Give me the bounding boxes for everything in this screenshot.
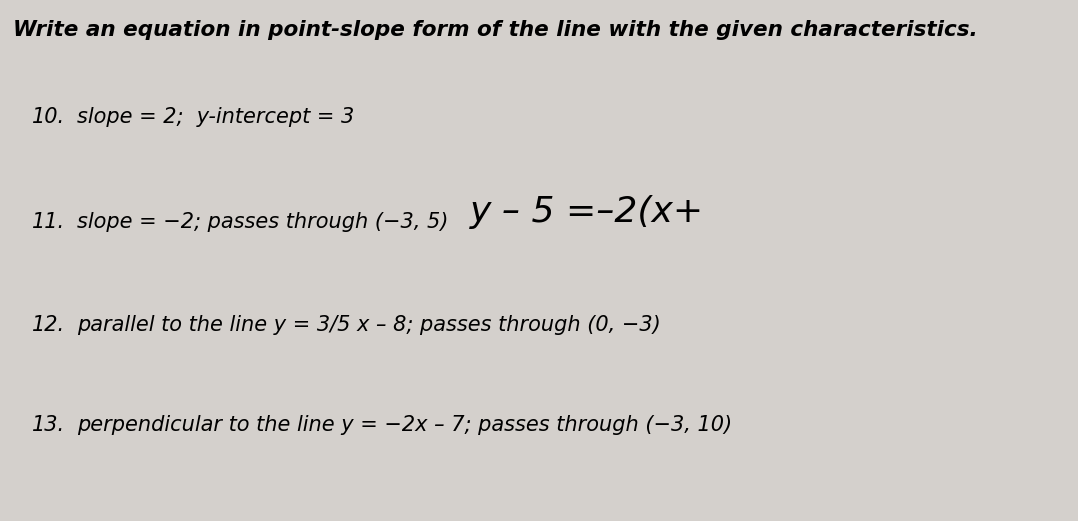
Text: perpendicular to the line y = −2x – 7; passes through (−3, 10): perpendicular to the line y = −2x – 7; p… <box>77 415 732 435</box>
Text: slope = −2; passes through (−3, 5): slope = −2; passes through (−3, 5) <box>77 212 448 232</box>
Text: Write an equation in point-slope form of the line with the given characteristics: Write an equation in point-slope form of… <box>14 20 978 40</box>
Text: 10.: 10. <box>32 107 66 127</box>
Text: y – 5 =–2(x+: y – 5 =–2(x+ <box>470 195 704 229</box>
Text: parallel to the line y = 3/5 x – 8; passes through (0, −3): parallel to the line y = 3/5 x – 8; pass… <box>77 315 661 334</box>
Text: 13.: 13. <box>32 415 66 435</box>
Text: slope = 2;  y-intercept = 3: slope = 2; y-intercept = 3 <box>77 107 355 127</box>
Text: 11.: 11. <box>32 212 66 232</box>
Text: 12.: 12. <box>32 315 66 334</box>
